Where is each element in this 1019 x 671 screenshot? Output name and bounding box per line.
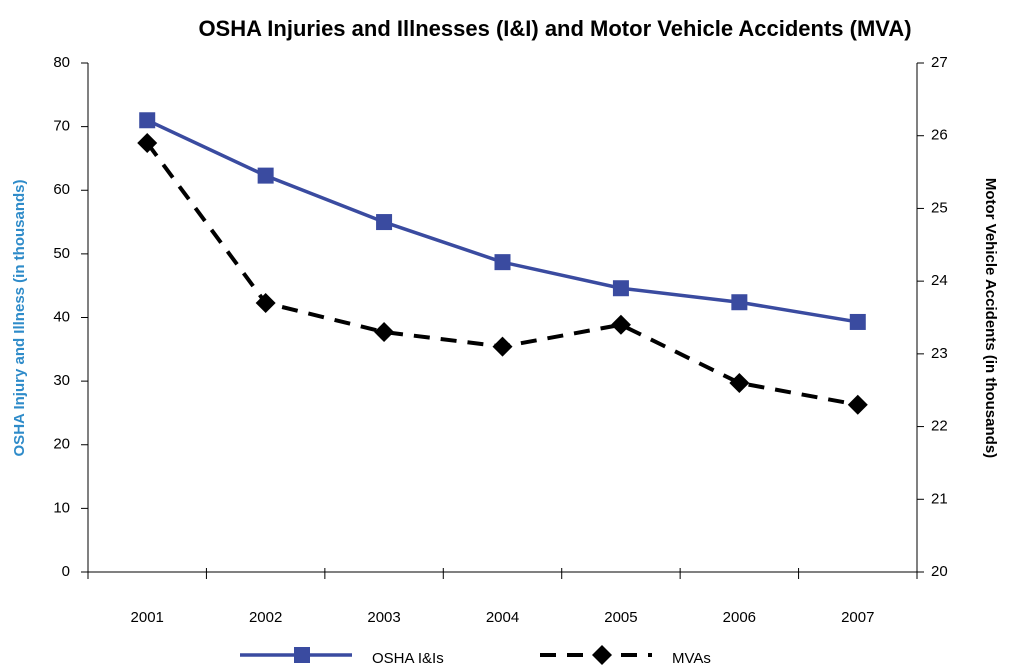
x-tick-label: 2004: [486, 609, 519, 626]
data-point: [729, 372, 750, 393]
y2-tick-label: 27: [931, 54, 948, 71]
y-tick-label: 80: [53, 54, 70, 71]
data-point: [374, 322, 395, 343]
data-point: [847, 394, 868, 415]
data-point: [612, 280, 629, 297]
data-point: [255, 292, 276, 313]
y2-tick-label: 24: [931, 272, 948, 289]
y-tick-label: 40: [53, 308, 70, 325]
y-tick-label: 30: [53, 372, 70, 389]
y2-tick-label: 25: [931, 199, 948, 216]
y-tick-label: 10: [53, 499, 70, 516]
y-tick-label: 60: [53, 181, 70, 198]
x-tick-label: 2006: [723, 609, 756, 626]
legend-label: MVAs: [672, 650, 711, 667]
y-axis-label: OSHA Injury and Illness (in thousands): [11, 180, 28, 457]
data-point: [492, 336, 513, 357]
y-tick-label: 50: [53, 245, 70, 262]
y2-tick-label: 23: [931, 345, 948, 362]
x-tick-label: 2002: [249, 609, 282, 626]
y2-tick-label: 22: [931, 418, 948, 435]
series-line: [145, 141, 859, 407]
x-tick-label: 2001: [131, 609, 164, 626]
data-point: [137, 132, 158, 153]
y-tick-label: 70: [53, 118, 70, 135]
y-tick-label: 0: [62, 563, 70, 580]
x-tick-label: 2003: [367, 609, 400, 626]
data-point: [139, 112, 156, 129]
data-point: [849, 313, 866, 330]
y-tick-label: 20: [53, 436, 70, 453]
y2-tick-label: 26: [931, 127, 948, 144]
y2-tick-label: 20: [931, 563, 948, 580]
chart-title: OSHA Injuries and Illnesses (I&I) and Mo…: [198, 16, 911, 41]
data-point: [731, 294, 748, 311]
legend-label: OSHA I&Is: [372, 650, 444, 667]
legend-marker: [592, 645, 612, 665]
data-point: [376, 214, 393, 231]
x-tick-label: 2005: [604, 609, 637, 626]
y2-axis-label: Motor Vehicle Accidents (in thousands): [982, 178, 999, 458]
legend-marker: [294, 647, 310, 663]
data-point: [257, 167, 274, 184]
series-line: [146, 118, 859, 324]
data-point: [610, 314, 631, 335]
data-point: [494, 254, 511, 271]
y2-tick-label: 21: [931, 490, 948, 507]
x-tick-label: 2007: [841, 609, 874, 626]
